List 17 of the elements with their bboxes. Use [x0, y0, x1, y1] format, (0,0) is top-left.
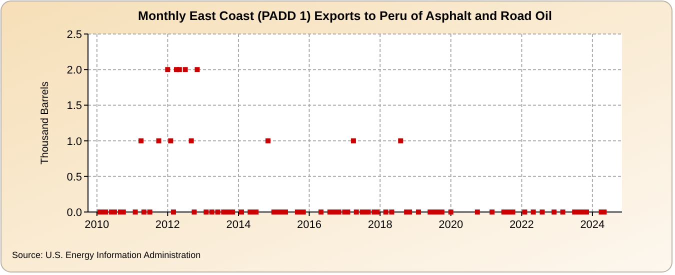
y-tick-label: 1.0 — [66, 136, 82, 148]
x-tick-label: 2020 — [438, 219, 464, 231]
x-tick-label: 2018 — [368, 219, 392, 231]
y-tick-label: 1.5 — [66, 100, 82, 112]
y-tick-label: 2.0 — [66, 64, 82, 77]
y-axis-title: Thousand Barrels — [39, 82, 51, 164]
x-tick-label: 2014 — [226, 219, 251, 231]
chart-title: Monthly East Coast (PADD 1) Exports to Peru of Asphalt and Road Oil — [138, 9, 552, 23]
y-tick-label: 0.5 — [66, 171, 82, 184]
y-tick-label: 2.5 — [66, 29, 82, 41]
source-note: Source: U.S. Energy Information Administration — [12, 250, 201, 260]
x-tick-label: 2010 — [84, 219, 110, 231]
x-tick-label: 2012 — [155, 219, 180, 231]
x-tick-label: 2024 — [580, 219, 605, 231]
x-tick-label: 2016 — [297, 219, 322, 231]
x-tick-label: 2022 — [509, 219, 534, 231]
y-tick-label: 0.0 — [66, 207, 82, 219]
